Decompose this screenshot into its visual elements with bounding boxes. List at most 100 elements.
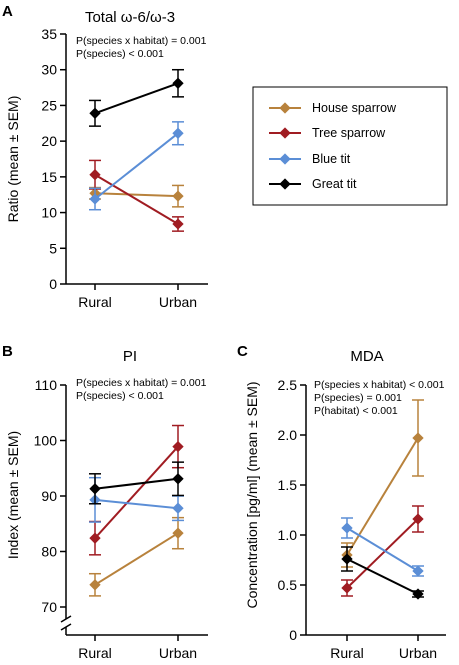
panel-a-y-tick-label: 0 — [49, 276, 57, 292]
legend-label-tree-sparrow: Tree sparrow — [312, 126, 386, 140]
series-line-great-tit — [94, 82, 179, 115]
data-point — [341, 582, 353, 594]
legend-marker-great-tit — [279, 178, 291, 190]
panel-c-series-blue-tit — [341, 517, 424, 577]
data-point — [172, 218, 184, 230]
legend-item-great-tit: Great tit — [269, 177, 357, 191]
panel-b-pvalue-1: P(species x habitat) = 0.001 — [76, 377, 207, 389]
panel-a-pvalue-2: P(species) < 0.001 — [76, 48, 164, 60]
panel-b-axis-break-mark — [60, 615, 72, 623]
data-point — [89, 169, 101, 181]
panel-a-y-tick-label: 25 — [41, 97, 57, 113]
data-point — [172, 127, 184, 139]
panel-b-series-tree-sparrow — [89, 424, 184, 556]
series-line-great-tit — [346, 558, 419, 595]
panel-c-y-tick-label: 0 — [289, 627, 297, 643]
panel-c-y-tick-label: 0.5 — [278, 577, 298, 593]
panel-c-y-tick-label: 2.5 — [278, 377, 298, 393]
data-point — [172, 190, 184, 202]
legend-marker-house-sparrow — [279, 102, 291, 114]
panel-b-series-house-sparrow — [89, 516, 184, 597]
series-line-tree-sparrow — [94, 173, 179, 225]
series-line-tree-sparrow — [94, 445, 179, 539]
legend-frame — [252, 86, 448, 206]
panel-b-y-tick-label: 80 — [41, 544, 57, 560]
series-line-blue-tit — [94, 498, 179, 510]
legend-label-house-sparrow: House sparrow — [312, 101, 397, 115]
panel-c-y-tick-label: 1.0 — [278, 527, 298, 543]
series-line-blue-tit — [94, 132, 179, 200]
panel-c-series-house-sparrow — [341, 399, 424, 568]
panel-c-title: MDA — [350, 348, 383, 365]
series-line-tree-sparrow — [346, 518, 419, 589]
legend-item-house-sparrow: House sparrow — [269, 101, 397, 115]
legend-label-blue-tit: Blue tit — [312, 152, 351, 166]
legend-item-blue-tit: Blue tit — [269, 152, 351, 166]
panel-c-y-tick-label: 2.0 — [278, 427, 298, 443]
legend-item-tree-sparrow: Tree sparrow — [269, 126, 386, 140]
panel-b-plot: 70 80 90 100 110 Rural Urban — [34, 377, 208, 661]
panel-a-x-tick-label: Urban — [159, 294, 197, 310]
data-point — [89, 107, 101, 119]
panel-a-y-tick-label: 5 — [49, 240, 57, 256]
data-point — [89, 579, 101, 591]
data-point — [412, 588, 424, 600]
panel-a-y-tick-label: 10 — [41, 205, 57, 221]
panel-b-ylabel: Index (mean ± SEM) — [5, 431, 21, 559]
panel-a-y-tick-label: 20 — [41, 133, 57, 149]
series-line-house-sparrow — [346, 437, 419, 556]
series-line-great-tit — [94, 477, 179, 490]
panel-a-pvalue-1: P(species x habitat) = 0.001 — [76, 35, 207, 47]
panel-b-title: PI — [123, 348, 137, 365]
legend-marker-blue-tit — [279, 153, 291, 165]
panel-c-x-tick-label: Urban — [399, 645, 437, 661]
panel-c-plot: 0 0.5 1.0 1.5 2.0 2.5 Rural Urban — [278, 377, 446, 661]
panel-a-y-tick-label: 30 — [41, 62, 57, 78]
series-line-house-sparrow — [94, 532, 179, 586]
panel-b-x-tick-label: Rural — [78, 645, 111, 661]
panel-c-pvalue-1: P(species x habitat) < 0.001 — [314, 379, 445, 391]
legend-label-great-tit: Great tit — [312, 177, 357, 191]
panel-c-pvalue-3: P(habitat) < 0.001 — [314, 405, 398, 417]
panel-a-ylabel: Ratio (mean ± SEM) — [5, 96, 21, 223]
panel-a-series-great-tit — [89, 68, 184, 127]
panel-b-series-great-tit — [89, 461, 184, 505]
panel-c-label: C — [237, 343, 248, 360]
panel-b-y-tick-label: 110 — [35, 377, 58, 393]
data-point — [172, 440, 184, 453]
legend: House sparrow Tree sparrow Blue tit Grea… — [252, 86, 448, 206]
panel-b-label: B — [2, 343, 13, 360]
panel-c-ylabel: Concentration [pg/ml] (mean ± SEM) — [244, 381, 260, 608]
panel-b-pvalue-2: P(species) < 0.001 — [76, 390, 164, 402]
data-point — [341, 522, 353, 534]
panel-a-x-tick-label: Rural — [78, 294, 111, 310]
panel-b-y-tick-label: 100 — [34, 433, 58, 449]
panel-a-plot: 0 5 10 15 20 25 30 35 Rural Urban — [41, 26, 208, 310]
data-point — [412, 565, 424, 577]
data-point — [412, 513, 424, 525]
data-point — [172, 527, 184, 539]
legend-marker-tree-sparrow — [279, 127, 291, 139]
panel-c-series-tree-sparrow — [341, 505, 424, 597]
panel-a-y-tick-label: 35 — [41, 26, 57, 42]
series-line-blue-tit — [346, 527, 419, 572]
data-point — [172, 502, 184, 514]
panel-c-x-tick-label: Rural — [330, 645, 363, 661]
panel-b-x-tick-label: Urban — [159, 645, 197, 661]
panel-b-y-tick-label: 70 — [41, 599, 57, 615]
panel-a-label: A — [2, 3, 13, 20]
panel-b-y-tick-label: 90 — [41, 488, 57, 504]
panel-a-series-house-sparrow — [89, 184, 184, 208]
data-point — [172, 77, 184, 89]
data-point — [172, 473, 184, 485]
panel-a-title: Total ω-6/ω-3 — [85, 9, 175, 26]
panel-b-axis-break-mark — [60, 623, 72, 631]
panel-c-y-tick-label: 1.5 — [278, 477, 298, 493]
data-point — [341, 553, 353, 565]
panel-a-y-tick-label: 15 — [41, 169, 57, 185]
panel-c-series-great-tit — [341, 546, 424, 600]
data-point — [412, 432, 424, 444]
series-line-house-sparrow — [94, 192, 179, 198]
plots: 0 5 10 15 20 25 30 35 Rural Urban 70 80 90 100 110 Rura… — [34, 26, 446, 661]
